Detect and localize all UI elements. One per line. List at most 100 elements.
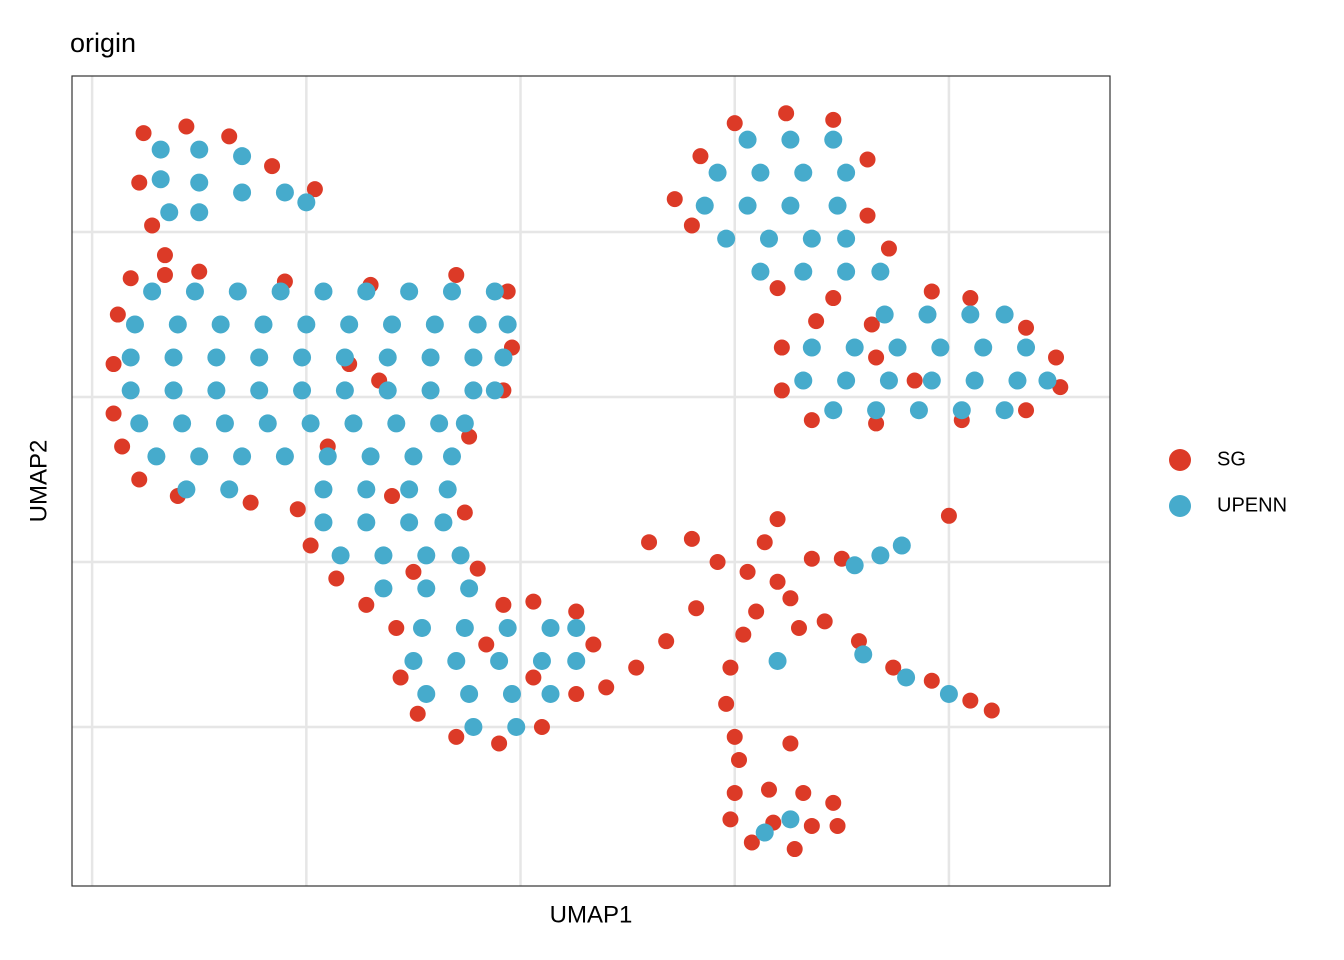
point (289, 501, 306, 518)
point (628, 659, 645, 676)
point (207, 348, 226, 367)
point (130, 414, 149, 433)
point (906, 372, 923, 389)
point (871, 546, 890, 565)
point (499, 283, 516, 300)
point (952, 401, 971, 420)
point (387, 414, 406, 433)
point (885, 659, 902, 676)
point (404, 651, 423, 670)
point (829, 817, 846, 834)
point (824, 130, 843, 149)
legend-label: UPENN (1217, 494, 1287, 516)
point (867, 401, 886, 420)
point (708, 163, 727, 182)
point (378, 348, 397, 367)
point (850, 633, 867, 650)
point (109, 306, 126, 323)
point (778, 105, 795, 122)
point (825, 794, 842, 811)
point (995, 305, 1014, 324)
y-axis-label: UMAP2 (25, 440, 52, 523)
point (794, 262, 813, 281)
point (769, 573, 786, 590)
point (156, 247, 173, 264)
point (962, 692, 979, 709)
point (837, 229, 856, 248)
point (114, 438, 131, 455)
point (768, 651, 787, 670)
point (302, 537, 319, 554)
point (498, 618, 517, 637)
point (485, 381, 504, 400)
point (888, 338, 907, 357)
point (160, 203, 179, 222)
point (923, 283, 940, 300)
point (532, 651, 551, 670)
point (751, 262, 770, 281)
point (837, 262, 856, 281)
point (781, 810, 800, 829)
point (400, 480, 419, 499)
point (344, 414, 363, 433)
point (759, 229, 778, 248)
point (695, 196, 714, 215)
point (417, 546, 436, 565)
point (455, 414, 474, 433)
point (845, 556, 864, 575)
point (121, 381, 140, 400)
point (709, 554, 726, 570)
point (404, 447, 423, 466)
point (275, 447, 294, 466)
point (692, 148, 709, 165)
point (306, 181, 323, 198)
point (374, 579, 393, 598)
point (144, 217, 161, 234)
point (769, 511, 786, 528)
point (361, 447, 380, 466)
point (314, 282, 333, 301)
point (1052, 379, 1069, 396)
point (374, 546, 393, 565)
point (756, 534, 773, 551)
point (164, 381, 183, 400)
point (755, 823, 774, 842)
point (743, 834, 760, 851)
point (717, 229, 736, 248)
point (121, 348, 140, 367)
point (425, 315, 444, 334)
point (498, 315, 517, 334)
point (641, 534, 658, 551)
point (837, 163, 856, 182)
point (143, 282, 162, 301)
point (301, 414, 320, 433)
legend-swatch (1169, 449, 1191, 471)
point (931, 338, 950, 357)
point (442, 282, 461, 301)
point (448, 728, 465, 745)
point (494, 348, 513, 367)
point (688, 600, 705, 617)
point (816, 613, 833, 630)
point (405, 563, 422, 580)
point (211, 315, 230, 334)
point (191, 263, 208, 280)
point (412, 618, 431, 637)
point (464, 348, 483, 367)
point (221, 128, 238, 145)
point (461, 428, 478, 445)
point (421, 381, 440, 400)
point (340, 315, 359, 334)
point (781, 130, 800, 149)
point (824, 401, 843, 420)
point (409, 705, 426, 722)
point (258, 414, 277, 433)
point (773, 382, 790, 399)
point (507, 717, 526, 736)
point (567, 618, 586, 637)
point (748, 603, 765, 620)
x-axis-label: UMAP1 (550, 901, 633, 928)
point (383, 315, 402, 334)
point (598, 679, 615, 696)
point (525, 593, 542, 610)
